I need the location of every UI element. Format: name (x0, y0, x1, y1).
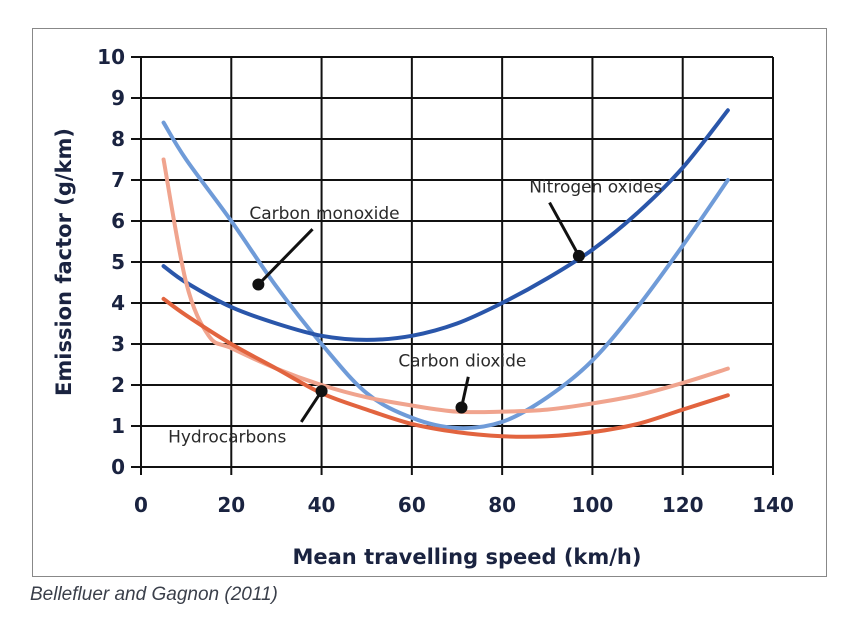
y-axis-label: Emission factor (g/km) (52, 128, 76, 396)
series-lines (161, 108, 730, 439)
x-tick-label: 40 (308, 493, 336, 517)
x-tick-label: 120 (662, 493, 704, 517)
annotation-label-carbon-dioxide: Carbon dioxide (398, 352, 526, 372)
chart-frame: 0 1 2 3 4 5 6 7 8 9 10 0 20 40 60 80 100 120 140 Carbon m… (32, 28, 827, 577)
annotations: Carbon monoxide Nitrogen oxides Carbon d… (168, 177, 663, 447)
x-tick-label: 60 (398, 493, 426, 517)
annotation-pointer-hydrocarbons (300, 390, 323, 423)
y-tick-label: 10 (97, 45, 125, 69)
grid (131, 56, 774, 475)
x-tick-label: 100 (572, 493, 614, 517)
y-tick-label: 5 (111, 250, 125, 274)
y-tick-labels: 0 1 2 3 4 5 6 7 8 9 10 (97, 45, 125, 479)
annotation-pointer-nitrogen-oxides (548, 201, 581, 257)
annotation-pointer-carbon-monoxide (257, 228, 314, 286)
series-line-hydrocarbons (161, 296, 730, 439)
y-tick-label: 1 (111, 414, 125, 438)
x-axis-label: Mean travelling speed (km/h) (293, 545, 642, 569)
x-tick-label: 20 (217, 493, 245, 517)
y-tick-label: 0 (111, 455, 125, 479)
y-tick-label: 8 (111, 127, 125, 151)
x-tick-label: 140 (752, 493, 794, 517)
emission-chart: 0 1 2 3 4 5 6 7 8 9 10 0 20 40 60 80 100 120 140 Carbon m… (52, 45, 794, 569)
annotation-label-nitrogen-oxides: Nitrogen oxides (529, 177, 662, 197)
series-line-nitrogen-oxides (161, 108, 730, 342)
annotation-label-carbon-monoxide: Carbon monoxide (249, 204, 399, 224)
y-tick-label: 4 (111, 291, 125, 315)
x-tick-labels: 0 20 40 60 80 100 120 140 (134, 493, 794, 517)
y-tick-label: 6 (111, 209, 125, 233)
annotation-marker-hydrocarbons (315, 385, 328, 398)
annotation-marker-nitrogen-oxides (572, 249, 585, 262)
y-tick-label: 3 (111, 332, 125, 356)
annotation-marker-carbon-dioxide (455, 401, 468, 414)
annotation-marker-carbon-monoxide (252, 278, 265, 291)
series-line-carbon-monoxide (161, 120, 730, 431)
figure-caption: Bellefluer and Gagnon (2011) (30, 584, 278, 605)
y-tick-label: 7 (111, 168, 125, 192)
y-tick-label: 2 (111, 373, 125, 397)
series-line-carbon-dioxide (161, 157, 730, 415)
x-tick-label: 80 (488, 493, 516, 517)
x-tick-label: 0 (134, 493, 148, 517)
y-tick-label: 9 (111, 86, 125, 110)
annotation-label-hydrocarbons: Hydrocarbons (168, 427, 286, 447)
